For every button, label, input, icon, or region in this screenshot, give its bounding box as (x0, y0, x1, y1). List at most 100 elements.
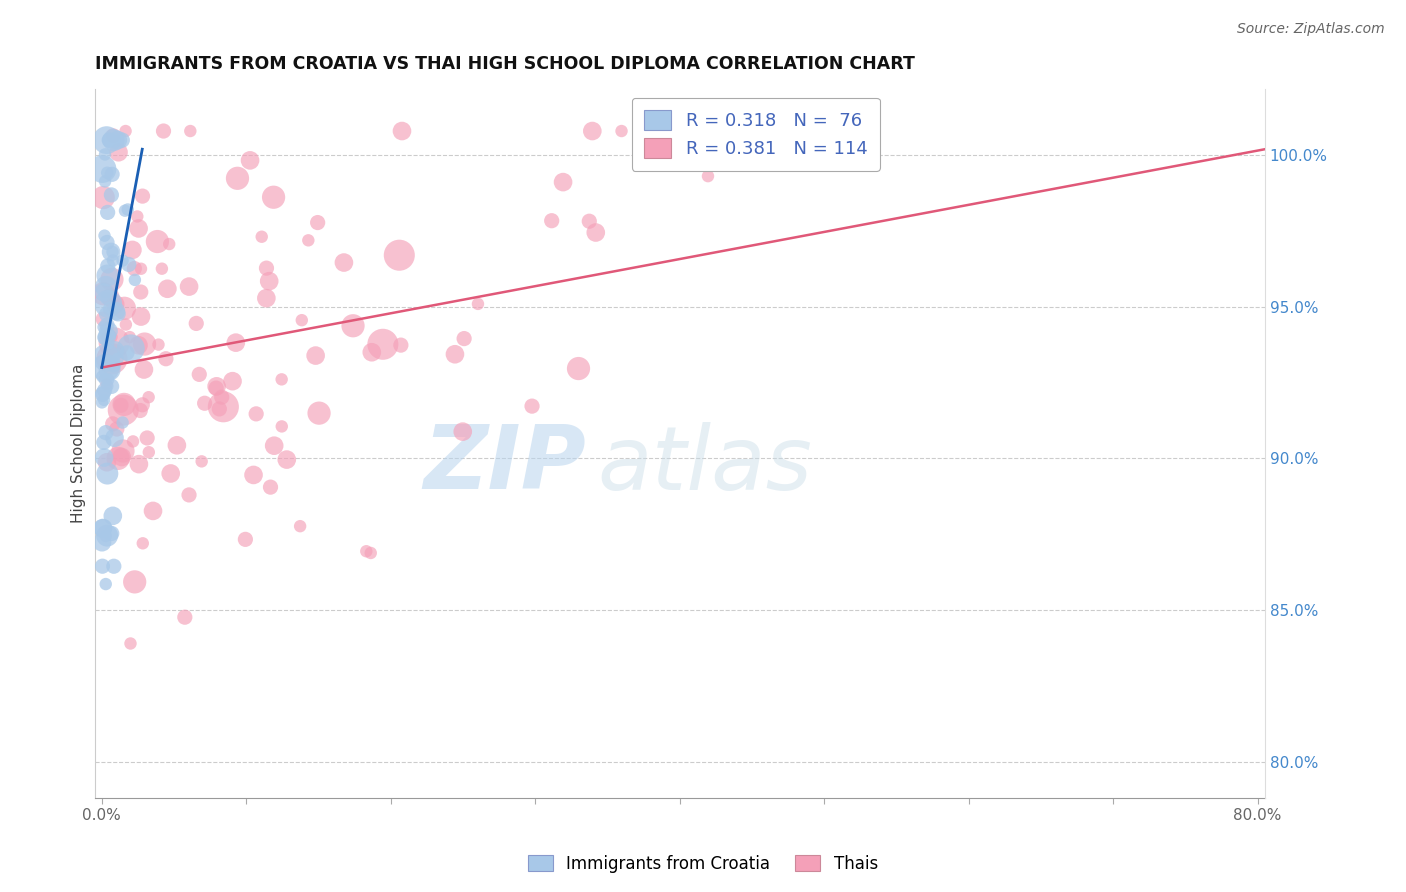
Point (208, 401, 231, 416)
Point (121, 243, 143, 257)
Point (131, 398, 153, 412)
Point (142, 504, 165, 518)
Point (101, 244, 124, 259)
Point (97, 328, 120, 343)
Point (127, 338, 149, 352)
Point (128, 457, 150, 471)
Point (131, 189, 153, 203)
Point (263, 439, 285, 453)
Point (148, 337, 170, 351)
Point (190, 454, 212, 468)
Point (256, 261, 278, 276)
Point (94, 425, 117, 440)
Point (97, 336, 120, 351)
Point (110, 398, 132, 412)
Point (94, 147, 117, 161)
Point (91, 386, 114, 401)
Point (114, 124, 136, 138)
Point (520, 399, 543, 413)
Point (585, 226, 607, 240)
Point (96, 133, 118, 147)
Point (91, 521, 114, 535)
Point (263, 190, 285, 204)
Y-axis label: High School Diploma: High School Diploma (72, 364, 86, 523)
Point (93, 450, 115, 465)
Point (103, 431, 125, 445)
Point (96, 377, 118, 392)
Point (257, 274, 280, 288)
Point (103, 358, 125, 372)
Point (100, 244, 122, 259)
Point (129, 310, 152, 324)
Point (129, 403, 152, 417)
Text: atlas: atlas (598, 422, 813, 508)
Point (225, 335, 247, 350)
Point (239, 153, 262, 168)
Point (308, 406, 330, 420)
Point (93, 320, 115, 334)
Point (107, 451, 129, 466)
Point (304, 349, 326, 363)
Point (136, 431, 159, 445)
Point (118, 257, 141, 271)
Point (134, 337, 156, 351)
Point (91, 521, 114, 535)
Point (98, 362, 121, 376)
Point (242, 467, 264, 482)
Point (96, 292, 118, 306)
Point (101, 351, 124, 366)
Point (105, 422, 128, 436)
Point (250, 229, 273, 244)
Point (155, 351, 177, 366)
Point (389, 338, 412, 352)
Point (226, 171, 249, 186)
Point (610, 124, 633, 138)
Point (97, 324, 120, 338)
Point (276, 452, 298, 467)
Point (98, 133, 121, 147)
Point (177, 488, 200, 502)
Point (91, 559, 114, 574)
Point (127, 210, 149, 224)
Point (97, 259, 120, 273)
Point (94, 174, 117, 188)
Point (96, 318, 118, 332)
Point (156, 282, 179, 296)
Point (111, 133, 134, 147)
Point (101, 167, 124, 181)
Point (112, 403, 135, 417)
Point (96, 528, 118, 542)
Point (132, 362, 155, 376)
Point (91, 312, 114, 326)
Point (107, 145, 129, 160)
Point (467, 297, 489, 311)
Point (221, 374, 243, 388)
Point (157, 237, 180, 252)
Point (356, 544, 378, 558)
Point (146, 235, 169, 249)
Point (120, 341, 142, 355)
Point (96, 351, 118, 365)
Point (112, 301, 135, 316)
Point (270, 372, 292, 386)
Point (107, 133, 129, 147)
Point (124, 273, 146, 287)
Point (107, 307, 129, 321)
Point (97, 133, 120, 147)
Point (97, 354, 120, 368)
Point (91, 286, 114, 301)
Point (91, 369, 114, 384)
Point (115, 318, 138, 332)
Point (103, 335, 125, 350)
Point (94, 577, 117, 591)
Point (104, 343, 127, 358)
Point (360, 345, 382, 359)
Point (91, 395, 114, 409)
Point (132, 536, 155, 550)
Point (205, 379, 228, 393)
Text: Source: ZipAtlas.com: Source: ZipAtlas.com (1237, 22, 1385, 37)
Point (96, 330, 118, 344)
Point (96, 166, 118, 180)
Point (98, 133, 121, 147)
Point (91, 162, 114, 177)
